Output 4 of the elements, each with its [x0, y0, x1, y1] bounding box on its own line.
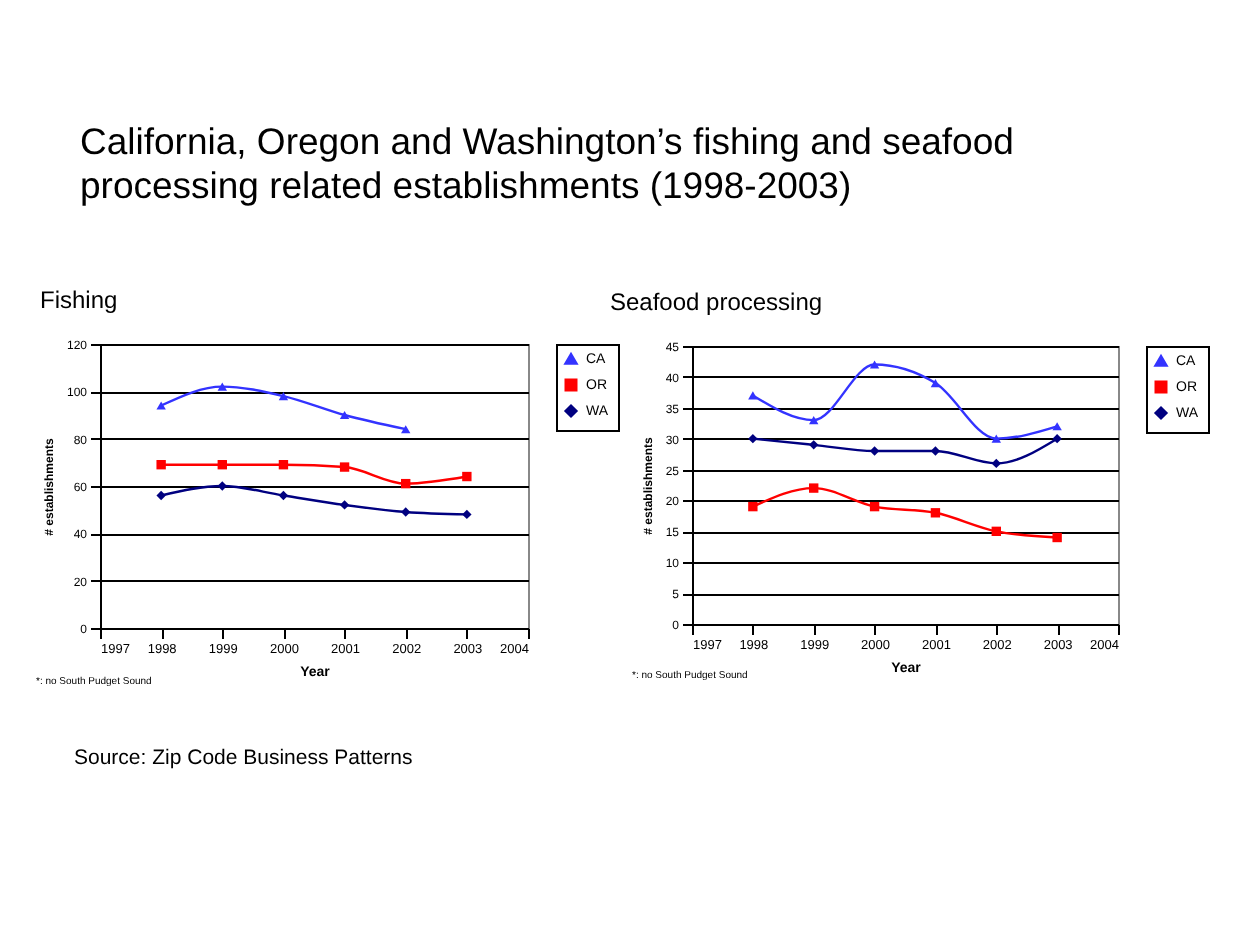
source-note: Source: Zip Code Business Patterns	[74, 746, 413, 770]
chart-subtitle: Seafood processing	[610, 288, 823, 316]
chart-subtitle: Fishing	[40, 286, 118, 314]
chart-title: California, Oregon and Washington’s fishing and seafood processing related establishments (1998-2003)	[80, 120, 1016, 208]
